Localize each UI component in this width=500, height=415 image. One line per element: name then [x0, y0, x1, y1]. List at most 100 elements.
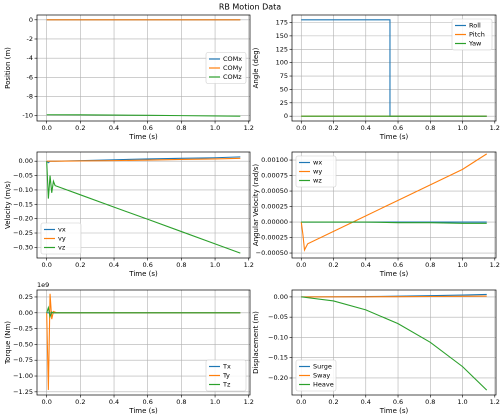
x-tick-label: 1.2: [244, 261, 254, 269]
y-tick-label: −0.10: [268, 333, 288, 341]
x-tick-label: 0.6: [393, 124, 403, 132]
legend-label: COMy: [223, 64, 242, 72]
legend-label: Tz: [222, 381, 231, 389]
x-tick-label: 1.2: [490, 398, 500, 406]
y-tick-label: 50: [280, 85, 288, 93]
y-tick-label: 125: [276, 45, 288, 53]
y-axis-label: Velocity (m/s): [4, 181, 12, 229]
x-tick-label: 0.2: [328, 398, 338, 406]
y-tick-label: 150: [276, 32, 288, 40]
x-tick-label: 0.2: [75, 398, 85, 406]
x-tick-label: 0.0: [42, 398, 52, 406]
series-line: [46, 157, 241, 162]
y-tick-label: 0: [284, 112, 288, 120]
legend-label: Surge: [313, 363, 332, 371]
x-tick-label: 0.2: [75, 124, 85, 132]
legend-box: [205, 52, 247, 84]
x-tick-label: 0.8: [176, 124, 186, 132]
x-tick-label: 0.4: [109, 398, 119, 406]
x-tick-label: 0.0: [42, 261, 52, 269]
x-axis-label: Time (s): [128, 133, 158, 141]
legend-box: [40, 222, 82, 255]
x-tick-label: 0.2: [75, 261, 85, 269]
legend-label: wz: [313, 177, 322, 185]
y-tick-label: -10: [22, 112, 33, 120]
y-tick-label: −0.00050: [256, 249, 288, 257]
x-tick-label: 0.4: [361, 261, 371, 269]
x-tick-label: 1.0: [210, 398, 220, 406]
x-tick-label: 1.0: [457, 398, 467, 406]
legend-label: Pitch: [469, 31, 485, 39]
series-line: [301, 296, 488, 391]
y-axis-label: Angle (deg): [252, 47, 260, 88]
series-line: [301, 295, 487, 298]
y-tick-label: -6: [27, 73, 33, 81]
y-tick-label: -2: [27, 35, 33, 43]
y-axis-label: Torque (Nm): [4, 321, 12, 365]
axes-frame: [36, 14, 251, 122]
x-tick-label: 0.6: [393, 398, 403, 406]
x-tick-label: 0.4: [109, 124, 119, 132]
x-tick-label: 0.8: [425, 261, 435, 269]
x-tick-label: 0.8: [176, 261, 186, 269]
y-tick-label: −1.00: [13, 372, 33, 380]
y-tick-label: 100: [276, 59, 288, 67]
series-line: [300, 153, 488, 252]
y-tick-label: 0.00000: [261, 218, 288, 226]
series-line: [301, 221, 487, 224]
x-tick-label: 0.0: [296, 261, 306, 269]
y-tick-label: −0.15: [268, 354, 288, 362]
x-axis-label: Time (s): [128, 270, 158, 278]
y-tick-label: −0.10: [13, 186, 33, 194]
y-tick-label: −0.30: [13, 243, 33, 251]
x-tick-label: 0.2: [328, 124, 338, 132]
x-axis-label: Time (s): [379, 133, 409, 141]
legend-label: Sway: [313, 372, 330, 380]
x-tick-label: 0.0: [296, 124, 306, 132]
x-tick-label: 0.6: [143, 261, 153, 269]
y-tick-label: 0.00: [19, 157, 33, 165]
y-tick-label: 0.00075: [261, 172, 288, 180]
legend-label: vz: [58, 244, 66, 252]
axes-frame: [291, 289, 497, 396]
y-tick-label: −0.25: [13, 325, 33, 333]
x-tick-label: 0.0: [296, 398, 306, 406]
legend-label: Ty: [222, 372, 230, 380]
x-axis-label: Time (s): [379, 270, 409, 278]
y-tick-label: −0.05: [13, 172, 33, 180]
y-tick-label: 175: [276, 18, 288, 26]
y-tick-label: −0.20: [268, 374, 288, 382]
y-axis-label: Angular Velocity (rad/s): [252, 164, 260, 246]
legend-label: Heave: [313, 381, 334, 389]
axes-frame: [291, 151, 497, 259]
y-tick-label: −0.15: [13, 200, 33, 208]
legend-label: Roll: [469, 22, 481, 30]
legend-box: [205, 359, 247, 392]
legend-box: [295, 155, 337, 188]
legend-label: vx: [58, 226, 66, 234]
y-tick-label: 0.00: [274, 293, 288, 301]
y-offset-label: 1e9: [37, 281, 49, 289]
x-tick-label: 0.4: [361, 398, 371, 406]
y-tick-label: −1.25: [13, 388, 33, 396]
legend-box: [295, 359, 337, 392]
legend-label: Yaw: [468, 40, 482, 48]
x-tick-label: 0.6: [143, 398, 153, 406]
figure-title: RB Motion Data: [219, 3, 281, 12]
x-tick-label: 1.2: [490, 124, 500, 132]
axes-frame: [36, 289, 251, 396]
axes-frame: [291, 14, 497, 122]
x-tick-label: 0.4: [361, 124, 371, 132]
axes-frame: [36, 151, 251, 259]
legend-label: wy: [313, 168, 322, 176]
y-tick-label: 0: [29, 16, 33, 24]
y-tick-label: 0.00050: [261, 187, 288, 195]
x-tick-label: 1.0: [210, 124, 220, 132]
y-axis-label: Displacement (m): [252, 311, 260, 374]
x-tick-label: 1.2: [244, 124, 254, 132]
y-tick-label: 25: [280, 99, 288, 107]
